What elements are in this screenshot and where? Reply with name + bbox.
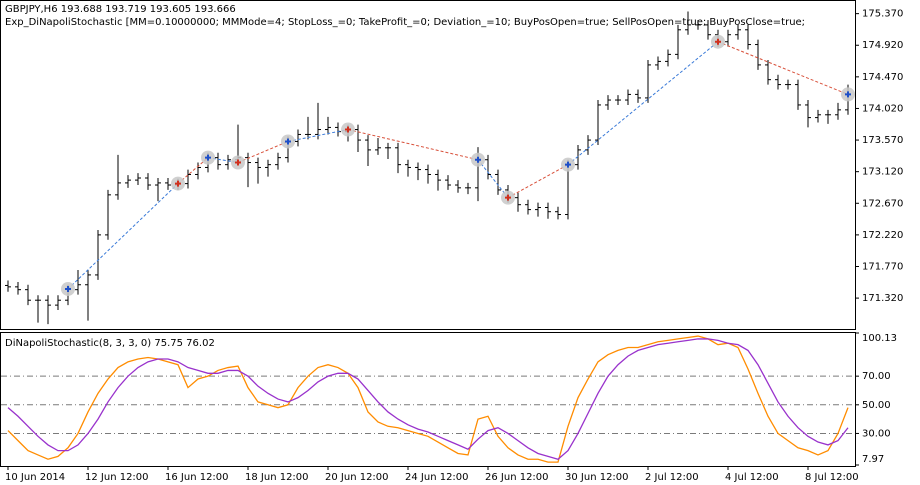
indicator-line (7, 338, 849, 460)
price-panel (0, 0, 856, 330)
x-tick-label: 30 Jun 12:00 (565, 472, 629, 483)
indicator-panel (0, 332, 856, 467)
signal-marker (565, 161, 571, 168)
x-tick-label: 26 Jun 12:00 (485, 472, 549, 483)
x-tick-label: 24 Jun 12:00 (405, 472, 469, 483)
x-tick-label: 2 Jul 12:00 (645, 472, 699, 483)
y-tick-label: 174.470 (862, 72, 903, 83)
y-tick-label: 30.00 (862, 428, 891, 439)
trade-line (347, 129, 479, 161)
y-tick-label: 174.020 (862, 103, 903, 114)
y-tick-label: 174.920 (862, 40, 903, 51)
x-tick-label: 20 Jun 12:00 (325, 472, 389, 483)
y-tick-label: 50.00 (862, 400, 891, 411)
y-tick-label: 172.670 (862, 198, 903, 209)
signal-marker (475, 156, 481, 163)
trade-line (477, 159, 509, 198)
y-tick-label: 7.97 (862, 454, 884, 465)
y-tick-label: 171.320 (862, 293, 903, 304)
y-tick-label: 175.370 (862, 9, 903, 20)
x-tick-label: 8 Jul 12:00 (805, 472, 859, 483)
trade-line (67, 183, 179, 290)
x-tick-label: 4 Jul 12:00 (725, 472, 779, 483)
trade-line (237, 141, 289, 164)
signal-marker (345, 126, 351, 133)
trade-line (287, 129, 349, 142)
x-tick-label: 18 Jun 12:00 (245, 472, 309, 483)
signal-marker (505, 194, 511, 201)
signal-marker (205, 154, 211, 161)
indicator-title: DiNapoliStochastic(8, 3, 3, 0) 75.75 76.… (5, 338, 215, 349)
signal-marker (285, 138, 291, 145)
signal-marker (175, 180, 181, 187)
signal-marker (65, 285, 71, 292)
x-tick-label: 12 Jun 12:00 (85, 472, 149, 483)
y-tick-label: 173.570 (862, 135, 903, 146)
trade-line (567, 41, 719, 166)
trade-line (717, 41, 849, 95)
x-tick-label: 10 Jun 2014 (5, 472, 65, 483)
y-tick-label: 70.00 (862, 371, 891, 382)
y-tick-label: 173.120 (862, 167, 903, 178)
chart-title: GBPJPY,H6 193.688 193.719 193.605 193.66… (5, 4, 236, 15)
trade-line (507, 164, 569, 199)
x-tick-label: 16 Jun 12:00 (165, 472, 229, 483)
y-tick-label: 100.13 (862, 333, 897, 344)
chart-subtitle: Exp_DiNapoliStochastic [MM=0.10000000; M… (5, 17, 805, 28)
y-tick-label: 171.770 (862, 261, 903, 272)
signal-marker (235, 159, 241, 166)
y-tick-label: 172.220 (862, 230, 903, 241)
signal-marker (715, 38, 721, 45)
signal-marker (845, 91, 851, 98)
